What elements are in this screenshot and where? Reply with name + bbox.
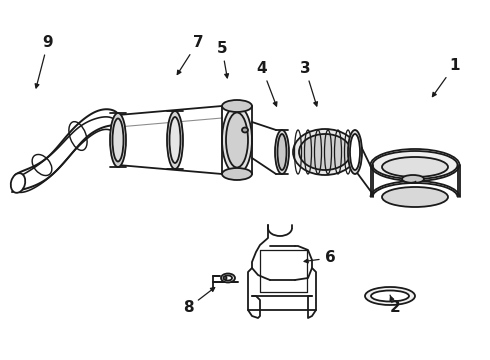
Text: 6: 6 [304,251,335,266]
Ellipse shape [11,173,25,193]
Text: 3: 3 [300,60,318,106]
Ellipse shape [242,127,248,132]
Ellipse shape [226,112,248,167]
Ellipse shape [382,187,448,207]
Text: 8: 8 [183,288,215,315]
Ellipse shape [223,276,226,279]
Ellipse shape [402,175,424,183]
Ellipse shape [222,100,252,112]
Ellipse shape [221,274,235,283]
Ellipse shape [350,134,360,170]
Text: 7: 7 [177,35,203,75]
Ellipse shape [110,113,126,167]
Text: 5: 5 [217,41,228,78]
Ellipse shape [382,157,448,177]
Ellipse shape [371,291,409,302]
Ellipse shape [277,134,287,170]
Text: 1: 1 [433,58,460,96]
Ellipse shape [170,117,180,163]
Ellipse shape [167,111,183,169]
Ellipse shape [372,151,458,179]
Ellipse shape [348,130,362,174]
Ellipse shape [365,287,415,305]
Ellipse shape [293,129,357,175]
Ellipse shape [275,130,289,174]
Ellipse shape [222,106,252,174]
Ellipse shape [299,134,351,170]
Ellipse shape [224,275,232,280]
Ellipse shape [113,118,123,162]
Text: 4: 4 [257,60,277,106]
Text: 2: 2 [390,295,400,315]
Text: 9: 9 [35,35,53,88]
Ellipse shape [222,168,252,180]
